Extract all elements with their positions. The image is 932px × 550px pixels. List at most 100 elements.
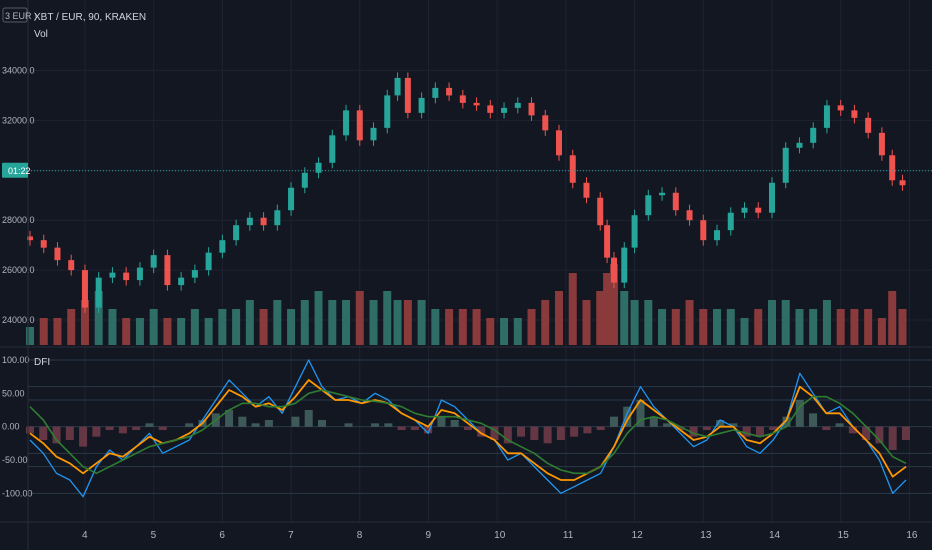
volume-bar [620,291,629,345]
oscillator-histogram-bar [755,426,764,437]
volume-bar [149,309,158,345]
candle-body [782,147,789,183]
candle-body [394,77,401,96]
candle-body [597,197,604,226]
time-tick-label: 14 [769,530,781,541]
candle-body [755,207,762,213]
oscillator-histogram-bar [609,416,618,427]
candle-body [899,180,906,186]
indicator-legend[interactable]: DFI [34,357,50,368]
candle-body [823,105,830,128]
candle-body [851,110,858,118]
volume-bar [740,318,749,345]
oscillator-histogram-bar [530,426,539,440]
price-tick-label: 32000.0 [2,115,35,125]
candle-body [109,272,116,278]
oscillator-histogram-bar [410,426,419,430]
volume-bar [699,309,708,345]
volume-bar [190,309,199,345]
volume-bar [609,264,618,345]
volume-bar [685,300,694,345]
candlestick-series [27,72,932,314]
candle-body [123,272,130,281]
volume-bar [39,318,48,345]
volume-bar [486,318,495,345]
volume-bar [232,309,241,345]
volume-bar [300,300,309,345]
candle-body [631,215,638,248]
dfi-oscillator [26,359,910,498]
oscillator-histogram-bar [118,426,127,434]
candle-body [288,187,295,211]
oscillator-histogram-bar [822,426,831,430]
oscillator-histogram-bar [145,423,154,427]
volume-bar [630,300,639,345]
volume-bar [822,300,831,345]
volume-bar [754,309,763,345]
price-tick-label: 34000.0 [2,65,35,75]
time-tick-label: 8 [357,530,363,541]
candle-body [604,225,611,258]
oscillator-histogram-bar [517,426,526,437]
candle-body [260,217,267,226]
oscillator-histogram-bar [317,420,326,427]
volume-bar [369,300,378,345]
candle-body [659,192,666,196]
symbol-legend[interactable]: XBT / EUR, 90, KRAKEN [34,12,146,23]
candle-body [274,210,281,226]
candle-body [136,267,143,281]
volume-bar [53,318,62,345]
candle-body [40,240,47,248]
currency-badge[interactable] [2,7,28,23]
time-tick-label: 16 [906,530,918,541]
oscillator-histogram-bar [39,426,48,440]
oscillator-histogram-bar [782,416,791,427]
volume-bar [177,318,186,345]
candle-body [205,252,212,271]
volume-bar [644,300,653,345]
candle-body [583,182,590,198]
oscillator-histogram-bar [623,406,632,427]
oscillator-histogram-bar [888,426,897,450]
candle-body [27,236,33,241]
candle-body [95,277,102,308]
oscillator-histogram-bar [477,426,486,437]
oscillator-histogram-bar [92,426,101,437]
candle-body [528,102,535,116]
oscillator-histogram-bar [742,426,751,437]
candle-body [700,220,707,241]
volume-bar [259,309,268,345]
candle-body [418,97,425,113]
time-tick-label: 15 [838,530,850,541]
volume-bar [658,309,667,345]
price-tick-label: 28000.0 [2,215,35,225]
candle-body [889,155,896,181]
volume-bar [122,318,131,345]
oscillator-tick-label: -50.00 [2,455,28,465]
volume-bar [445,309,454,345]
oscillator-histogram-bar [848,426,857,434]
candle-body [810,127,817,143]
oscillator-histogram-bar [463,426,472,430]
candle-body [404,77,411,113]
volume-bar [472,309,481,345]
last-price-tag-text: 01:22 [8,166,31,176]
candle-body [432,87,439,98]
time-tick-label: 12 [632,530,644,541]
volume-bar [108,309,117,345]
candle-body [54,247,61,261]
oscillator-histogram-bar [251,423,260,427]
volume-bar [431,309,440,345]
candle-body [542,115,549,131]
volume-legend[interactable]: Vol [34,29,48,40]
oscillator-histogram-bar [450,420,459,427]
volume-bar [836,309,845,345]
candle-body [384,95,391,128]
volume-bar [287,309,296,345]
oscillator-histogram-bar [835,423,844,427]
candle-body [865,117,872,133]
volume-bar [26,327,34,345]
volume-bar [342,300,351,345]
volume-bar [383,291,392,345]
